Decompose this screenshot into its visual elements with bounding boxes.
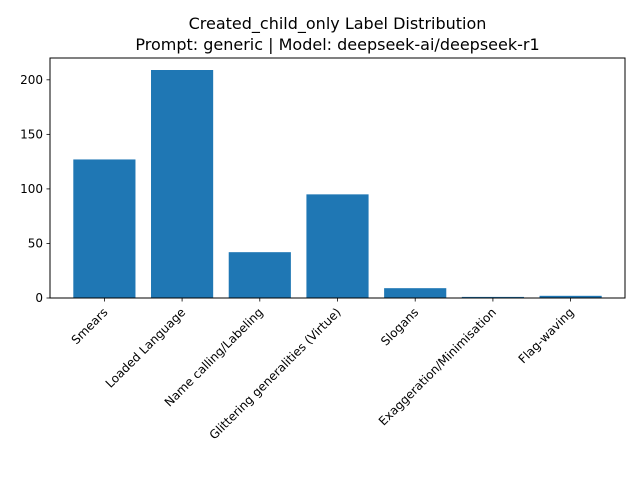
plot-frame <box>49 57 626 299</box>
y-tick-label: 0 <box>35 291 43 305</box>
chart-title: Created_child_only Label Distribution <box>189 14 487 34</box>
y-tick-label: 50 <box>28 236 43 250</box>
x-tick-label: Slogans <box>378 305 421 348</box>
y-tick-label: 100 <box>20 182 43 196</box>
chart-subtitle: Prompt: generic | Model: deepseek-ai/dee… <box>135 35 539 54</box>
y-axis: 0 50 100 150 200 <box>20 73 50 305</box>
bar <box>306 194 369 298</box>
bar <box>73 159 136 298</box>
bar <box>539 295 602 298</box>
bars-layer <box>73 70 602 298</box>
x-tick-label: Smears <box>69 305 111 347</box>
bar <box>384 288 447 298</box>
bar <box>151 70 214 298</box>
bar <box>228 252 291 298</box>
y-tick-label: 200 <box>20 73 43 87</box>
x-tick-label: Loaded Language <box>103 305 188 390</box>
x-tick-label: Flag-waving <box>516 305 577 366</box>
bar <box>461 296 524 298</box>
x-tick-label: Glittering generalities (Virtue) <box>207 305 344 442</box>
y-tick-label: 150 <box>20 127 43 141</box>
